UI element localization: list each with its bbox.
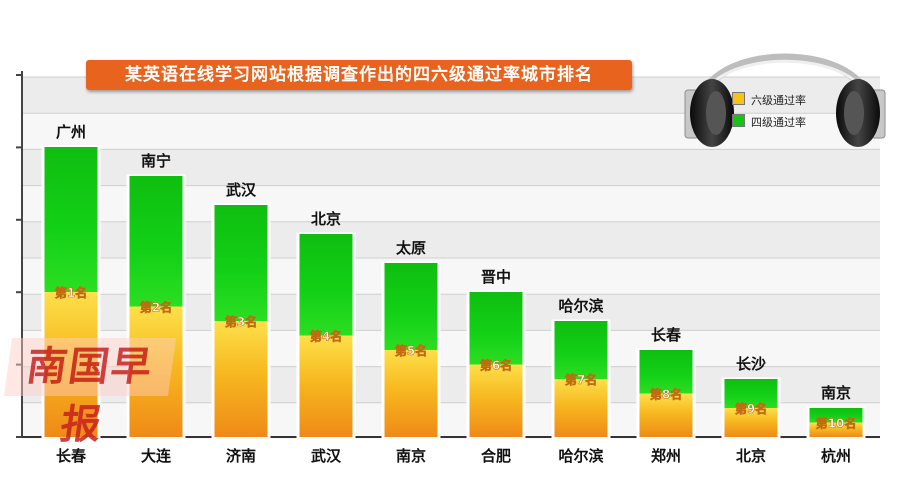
x-tick-label: 长春 — [56, 447, 86, 465]
bar-group — [41, 145, 101, 439]
bar-cet4 — [724, 379, 778, 408]
bar-group — [636, 348, 696, 439]
newspaper-watermark: 南国早报 — [3, 338, 177, 448]
bar-rank-label: 第4名 — [310, 329, 342, 344]
x-tick-label: 武汉 — [311, 447, 342, 465]
x-tick-label: 北京 — [736, 447, 766, 465]
bar-cet6 — [214, 321, 268, 437]
bar-group — [296, 232, 356, 439]
bar-top-city-label: 南京 — [821, 384, 851, 402]
bar-cet4 — [554, 321, 608, 379]
legend-swatch-cet4 — [732, 114, 745, 127]
bar-cet4 — [299, 234, 353, 336]
bar-top-city-label: 南宁 — [141, 152, 171, 170]
x-tick-label: 济南 — [226, 447, 256, 465]
bar-group — [466, 290, 526, 439]
bar-cet4 — [809, 408, 863, 423]
bar-rank-label: 第9名 — [735, 401, 767, 416]
legend: 六级通过率 四级通过率 — [726, 86, 834, 140]
x-tick-label: 大连 — [141, 447, 172, 465]
bar-top-city-label: 哈尔滨 — [558, 297, 603, 315]
bar-cet6 — [299, 335, 353, 437]
bar-group — [551, 319, 611, 439]
bar-cet6 — [554, 379, 608, 437]
bar-rank-label: 第10名 — [816, 416, 857, 431]
legend-swatch-cet6 — [732, 92, 745, 105]
bar-rank-label: 第8名 — [650, 387, 682, 402]
bar-cet4 — [44, 147, 98, 292]
bar-rank-label: 第2名 — [140, 300, 172, 315]
bar-cet4 — [384, 263, 438, 350]
bar-group — [211, 203, 271, 439]
bar-cet4 — [639, 350, 693, 394]
bar-cet6 — [384, 350, 438, 437]
bar-cet6 — [129, 306, 183, 437]
bar-cet6 — [469, 364, 523, 437]
bar-top-city-label: 太原 — [396, 239, 426, 257]
bar-cet4 — [214, 205, 268, 321]
bar-cet4 — [469, 292, 523, 365]
legend-item-cet4: 四级通过率 — [732, 114, 806, 132]
bar-cet6 — [44, 292, 98, 437]
bar-rank-label: 第6名 — [480, 358, 512, 373]
bar-top-city-label: 晋中 — [481, 268, 511, 286]
bar-rank-label: 第5名 — [395, 343, 427, 358]
bar-cet4 — [129, 176, 183, 307]
bar-cet6 — [809, 422, 863, 437]
x-tick-label: 杭州 — [821, 447, 851, 465]
bar-top-city-label: 长沙 — [736, 355, 766, 373]
legend-item-cet6: 六级通过率 — [732, 92, 806, 110]
legend-label-cet6: 六级通过率 — [751, 94, 806, 107]
headphones-icon — [684, 53, 886, 147]
bar-cet6 — [724, 408, 778, 437]
bar-group — [721, 377, 781, 439]
x-tick-label: 合肥 — [480, 447, 511, 465]
bar-top-city-label: 北京 — [311, 210, 341, 228]
bar-top-city-label: 武汉 — [226, 181, 257, 199]
bar-group — [126, 174, 186, 439]
bar-group — [381, 261, 441, 439]
chart-title: 某英语在线学习网站根据调查作出的四六级通过率城市排名 — [86, 60, 632, 90]
x-tick-label: 南京 — [396, 447, 426, 465]
bar-top-city-label: 广州 — [56, 123, 86, 141]
bar-cet6 — [639, 393, 693, 437]
x-tick-label: 郑州 — [651, 447, 681, 465]
bar-rank-label: 第7名 — [565, 372, 597, 387]
bar-group — [806, 406, 866, 439]
x-tick-label: 哈尔滨 — [558, 447, 603, 465]
bar-rank-label: 第1名 — [55, 285, 87, 300]
bar-top-city-label: 长春 — [651, 326, 681, 344]
legend-label-cet4: 四级通过率 — [751, 116, 806, 129]
bar-rank-label: 第3名 — [225, 314, 257, 329]
